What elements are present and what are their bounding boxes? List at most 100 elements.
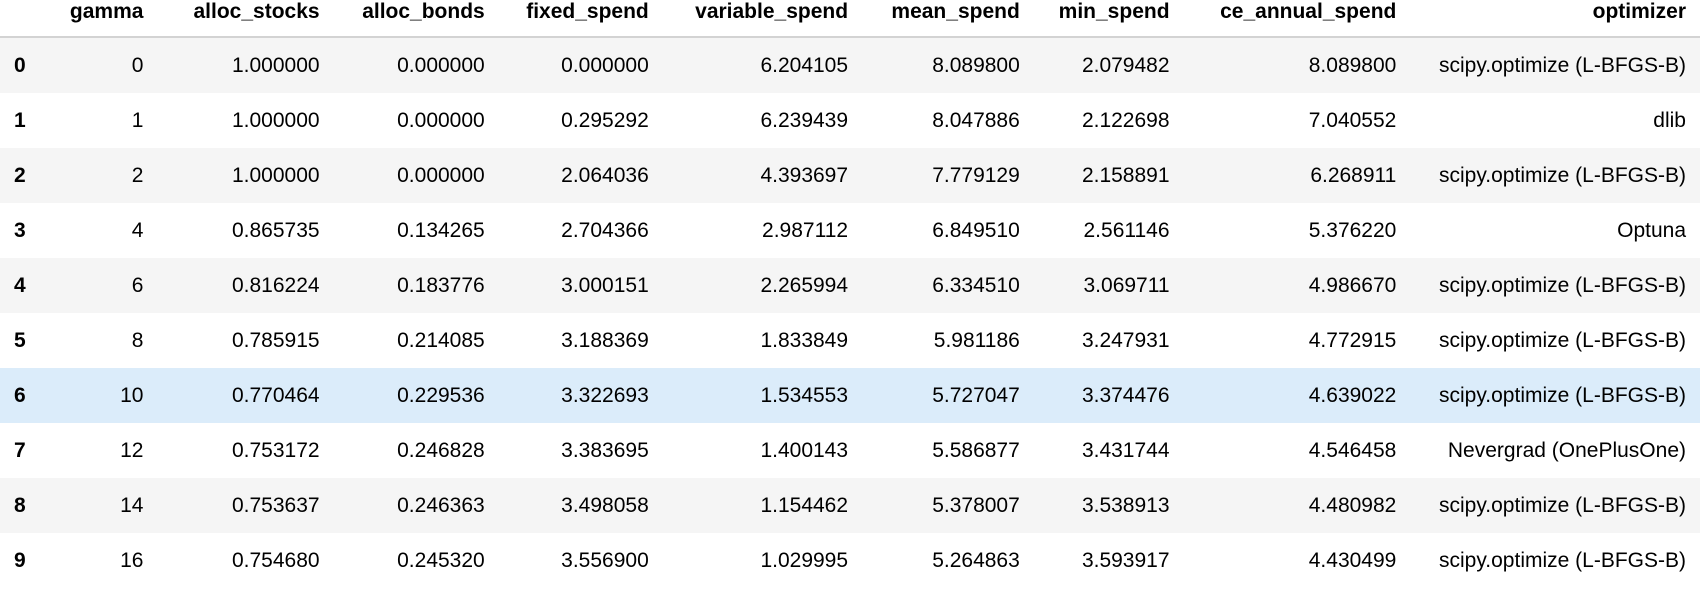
table-row[interactable]: 6 10 0.770464 0.229536 3.322693 1.534553 5.727… [0,368,1700,423]
cell-min-spend: 3.593917 [1081,548,1170,572]
cell-gamma: 0 [131,53,144,77]
cell-mean-spend: 7.779129 [932,163,1020,187]
cell-alloc-stocks: 0.865735 [231,218,320,242]
cell-min-spend: 2.079482 [1081,53,1170,77]
cell-variable-spend: 1.029995 [760,548,849,572]
cell-min-spend: 3.431744 [1081,438,1170,462]
cell-alloc-bonds: 0.134265 [397,218,485,242]
cell-ce-annual-spend: 4.430499 [1308,548,1397,572]
cell-variable-spend: 6.204105 [760,53,849,77]
cell-variable-spend: 1.154462 [760,493,849,517]
cell-alloc-stocks: 0.770464 [231,383,320,407]
cell-fixed-spend: 0.295292 [561,108,649,132]
column-header-alloc-stocks[interactable]: alloc_stocks [157,0,334,38]
table-header: gamma alloc_stocks alloc_bonds fixed_spe… [0,0,1700,38]
row-index: 2 [14,163,26,187]
cell-gamma: 16 [120,548,144,572]
cell-gamma: 1 [131,108,144,132]
cell-mean-spend: 5.727047 [932,383,1020,407]
cell-mean-spend: 8.089800 [932,53,1020,77]
column-header-alloc-bonds[interactable]: alloc_bonds [333,0,499,38]
row-index: 3 [14,218,26,242]
cell-min-spend: 2.158891 [1081,163,1170,187]
row-index: 9 [14,548,26,572]
cell-alloc-stocks: 1.000000 [231,108,320,132]
column-header-ce-annual-spend[interactable]: ce_annual_spend [1183,0,1411,38]
cell-fixed-spend: 3.556900 [561,548,649,572]
cell-gamma: 12 [120,438,144,462]
column-header-min-spend[interactable]: min_spend [1033,0,1184,38]
cell-optimizer: scipy.optimize (L-BFGS-B) [1439,383,1686,407]
column-header-gamma[interactable]: gamma [41,0,158,38]
cell-variable-spend: 6.239439 [760,108,849,132]
cell-min-spend: 3.069711 [1083,273,1170,297]
cell-ce-annual-spend: 4.480982 [1308,493,1397,517]
row-index: 7 [14,438,26,462]
cell-alloc-bonds: 0.000000 [397,163,485,187]
cell-gamma: 10 [120,383,144,407]
row-index: 0 [14,53,26,77]
table-row[interactable]: 9 16 0.754680 0.245320 3.556900 1.029995 5.264… [0,533,1700,588]
table-row[interactable]: 8 14 0.753637 0.246363 3.498058 1.154462 5.378… [0,478,1700,533]
table-row[interactable]: 2 2 1.000000 0.000000 2.064036 4.393697 7.7791… [0,148,1700,203]
cell-variable-spend: 1.534553 [760,383,849,407]
cell-optimizer: scipy.optimize (L-BFGS-B) [1439,493,1686,517]
cell-alloc-stocks: 0.754680 [231,548,320,572]
cell-alloc-stocks: 0.785915 [231,328,320,352]
cell-optimizer: scipy.optimize (L-BFGS-B) [1439,53,1686,77]
header-row: gamma alloc_stocks alloc_bonds fixed_spe… [0,0,1700,38]
table-row[interactable]: 1 1 1.000000 0.000000 0.295292 6.239439 8.0478… [0,93,1700,148]
cell-variable-spend: 1.400143 [760,438,849,462]
table-row[interactable]: 3 4 0.865735 0.134265 2.704366 2.987112 6.8495… [0,203,1700,258]
cell-fixed-spend: 0.000000 [561,53,649,77]
table-body: 0 0 1.000000 0.000000 0.000000 6.204105 8.0898… [0,37,1700,588]
cell-mean-spend: 5.586877 [932,438,1020,462]
cell-optimizer: Nevergrad (OnePlusOne) [1447,438,1686,462]
cell-fixed-spend: 3.498058 [561,493,649,517]
cell-mean-spend: 5.378007 [932,493,1020,517]
cell-fixed-spend: 3.322693 [561,383,649,407]
column-header-fixed-spend[interactable]: fixed_spend [498,0,663,38]
cell-gamma: 8 [131,328,144,352]
cell-alloc-stocks: 0.753172 [231,438,320,462]
column-header-variable-spend[interactable]: variable_spend [662,0,863,38]
cell-optimizer: scipy.optimize (L-BFGS-B) [1439,328,1686,352]
table-row[interactable]: 4 6 0.816224 0.183776 3.000151 2.265994 6.3345… [0,258,1700,313]
cell-ce-annual-spend: 4.986670 [1308,273,1397,297]
cell-alloc-bonds: 0.246828 [397,438,485,462]
cell-gamma: 4 [131,218,144,242]
cell-min-spend: 3.247931 [1081,328,1170,352]
cell-mean-spend: 5.264863 [932,548,1020,572]
cell-alloc-bonds: 0.183776 [397,273,485,297]
cell-alloc-stocks: 1.000000 [231,163,320,187]
column-header-mean-spend[interactable]: mean_spend [862,0,1034,38]
cell-alloc-bonds: 0.000000 [397,108,485,132]
table-row[interactable]: 0 0 1.000000 0.000000 0.000000 6.204105 8.0898… [0,37,1700,93]
cell-ce-annual-spend: 4.546458 [1308,438,1397,462]
cell-variable-spend: 2.265994 [760,273,849,297]
cell-variable-spend: 2.987112 [762,218,849,242]
table-row[interactable]: 5 8 0.785915 0.214085 3.188369 1.833849 5.9811… [0,313,1700,368]
cell-fixed-spend: 2.064036 [561,163,649,187]
cell-mean-spend: 8.047886 [932,108,1020,132]
cell-ce-annual-spend: 7.040552 [1308,108,1397,132]
column-header-optimizer[interactable]: optimizer [1410,0,1700,38]
row-index: 4 [14,273,26,297]
cell-ce-annual-spend: 6.268911 [1310,163,1397,187]
cell-mean-spend: 6.334510 [932,273,1020,297]
cell-fixed-spend: 3.188369 [561,328,649,352]
cell-fixed-spend: 2.704366 [561,218,649,242]
output-bottom-margin [0,590,1700,596]
cell-min-spend: 2.122698 [1081,108,1170,132]
cell-optimizer: dlib [1653,108,1686,132]
cell-alloc-stocks: 0.816224 [231,273,320,297]
cell-variable-spend: 1.833849 [760,328,849,352]
cell-alloc-bonds: 0.245320 [397,548,485,572]
cell-alloc-bonds: 0.000000 [397,53,485,77]
row-index: 6 [14,383,26,407]
cell-optimizer: scipy.optimize (L-BFGS-B) [1439,548,1686,572]
row-index: 1 [14,108,26,132]
table-row[interactable]: 7 12 0.753172 0.246828 3.383695 1.400143 5.586… [0,423,1700,478]
